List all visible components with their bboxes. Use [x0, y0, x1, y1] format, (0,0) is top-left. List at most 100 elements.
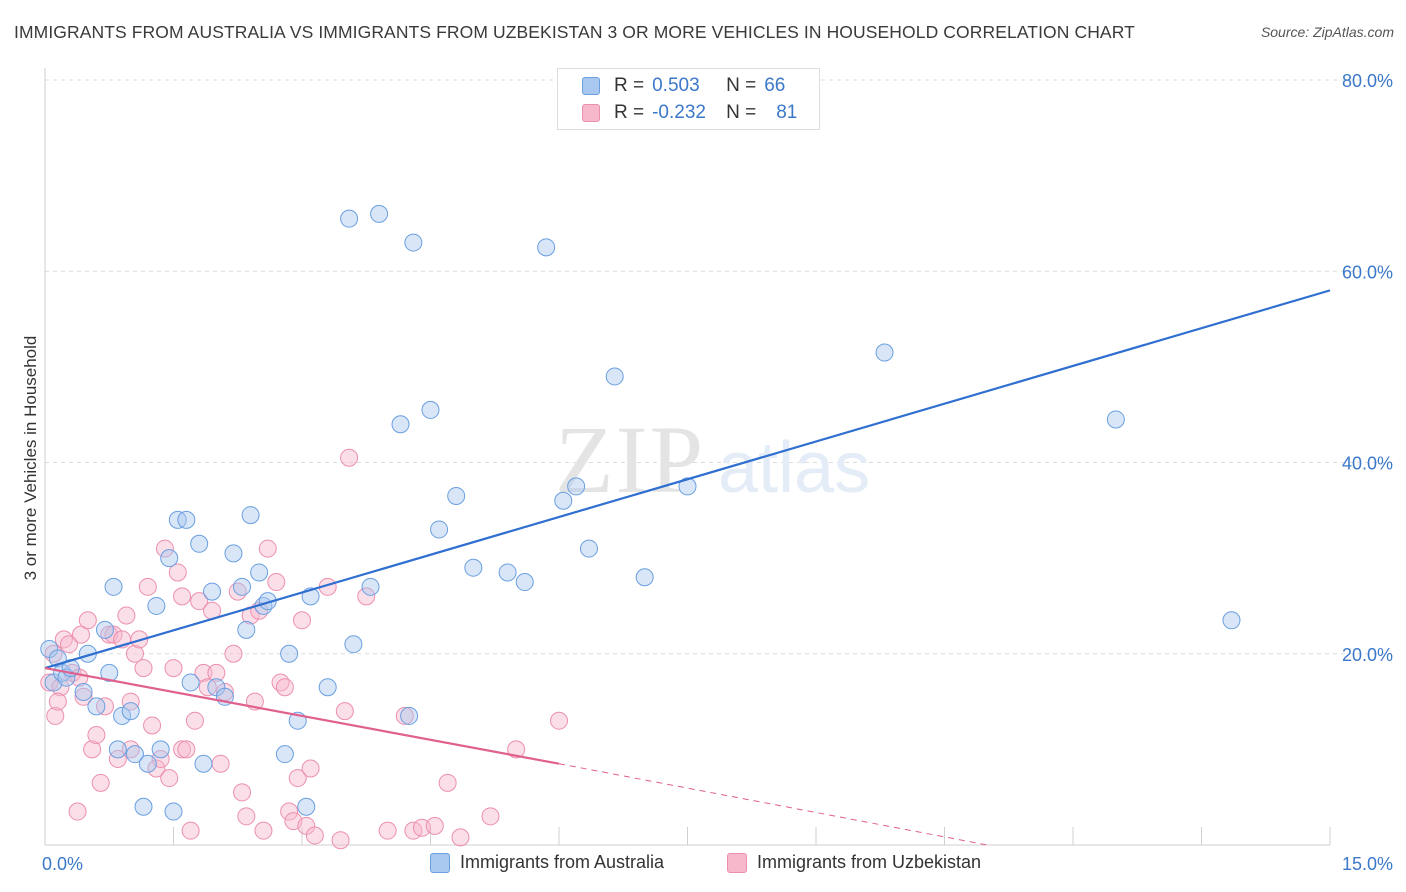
point-australia — [430, 520, 449, 539]
point-australia — [567, 477, 586, 496]
bottom-legend-label-australia: Immigrants from Australia — [460, 852, 665, 872]
point-australia — [87, 697, 106, 716]
point-uzbekistan — [78, 611, 97, 630]
bottom-legend: Immigrants from Australia Immigrants fro… — [0, 852, 1406, 878]
point-australia — [275, 745, 294, 764]
point-uzbekistan — [293, 611, 311, 630]
point-uzbekistan — [507, 740, 526, 759]
point-uzbekistan — [143, 716, 162, 735]
point-uzbekistan — [301, 759, 320, 778]
point-australia — [95, 620, 114, 639]
point-uzbekistan — [211, 754, 230, 773]
point-australia — [233, 577, 252, 596]
point-uzbekistan — [233, 783, 252, 802]
point-australia — [421, 400, 440, 419]
legend-swatch-uzbekistan — [582, 104, 600, 122]
point-australia — [147, 596, 166, 615]
point-australia — [340, 209, 359, 228]
point-australia — [177, 510, 196, 529]
point-uzbekistan — [331, 831, 350, 850]
legend-r-value: 0.503 — [652, 75, 700, 96]
point-australia — [125, 745, 144, 764]
label-layer: 20.0% 40.0% 60.0% 80.0% 0.0% 15.0% 3 or more V… — [21, 71, 1393, 874]
point-australia — [181, 673, 200, 692]
point-australia — [237, 620, 256, 639]
point-uzbekistan — [224, 644, 243, 663]
point-australia — [280, 644, 299, 663]
legend-r-label: R = — [614, 75, 645, 96]
y-tick-label: 60.0% — [1342, 262, 1393, 282]
point-uzbekistan — [71, 625, 90, 644]
point-australia — [160, 549, 179, 568]
point-uzbekistan — [185, 711, 204, 730]
point-uzbekistan — [54, 630, 73, 649]
point-uzbekistan — [190, 592, 209, 611]
legend-n-label: N = — [726, 102, 757, 123]
y-tick-label: 40.0% — [1342, 454, 1393, 474]
point-uzbekistan — [155, 539, 174, 558]
chart-source: Source: ZipAtlas.com — [1260, 24, 1394, 40]
legend-box: R = 0.503 N = 66 R = -0.232 N = 81 — [557, 68, 820, 130]
trend-line-australia — [44, 289, 1331, 670]
point-australia — [579, 539, 598, 558]
legend-swatch-australia — [582, 77, 600, 95]
point-uzbekistan — [168, 563, 187, 582]
point-australia — [203, 582, 222, 601]
point-uzbekistan — [254, 821, 273, 840]
point-uzbekistan — [335, 702, 354, 721]
point-australia — [138, 754, 157, 773]
point-uzbekistan — [91, 773, 110, 792]
point-australia — [104, 577, 123, 596]
point-australia — [250, 563, 269, 582]
legend-r-value: -0.232 — [652, 102, 706, 123]
point-australia — [875, 343, 894, 362]
point-uzbekistan — [280, 802, 299, 821]
point-uzbekistan — [134, 659, 153, 678]
point-australia — [318, 678, 337, 697]
grid-layer — [44, 79, 1392, 845]
point-uzbekistan — [74, 687, 93, 706]
point-australia — [404, 233, 423, 252]
point-uzbekistan — [181, 821, 200, 840]
point-australia — [537, 238, 556, 257]
point-uzbekistan — [160, 769, 179, 788]
point-uzbekistan — [288, 769, 307, 788]
point-uzbekistan — [117, 606, 136, 625]
point-uzbekistan — [108, 749, 127, 768]
bottom-legend-swatch-uzbekistan — [727, 852, 747, 873]
point-uzbekistan — [425, 816, 444, 835]
point-uzbekistan — [177, 740, 196, 759]
point-australia — [370, 204, 389, 223]
point-australia — [134, 797, 153, 816]
points-uzbekistan — [40, 448, 568, 850]
point-australia — [344, 635, 363, 654]
point-australia — [74, 683, 93, 701]
point-australia — [400, 706, 419, 725]
point-australia — [678, 477, 697, 496]
point-australia — [635, 568, 654, 587]
bottom-legend-label-uzbekistan: Immigrants from Uzbekistan — [757, 852, 982, 872]
trend-line-uzbekistan — [44, 667, 560, 765]
point-uzbekistan — [451, 828, 470, 847]
point-australia — [361, 577, 380, 596]
axis-layer — [44, 68, 1330, 846]
legend-n-value: 81 — [776, 102, 798, 123]
point-australia — [554, 491, 573, 510]
point-uzbekistan — [104, 625, 123, 644]
point-uzbekistan — [357, 587, 376, 606]
point-uzbekistan — [138, 577, 157, 596]
point-uzbekistan — [164, 659, 183, 678]
x-tick-label: 0.0% — [42, 854, 83, 874]
point-australia — [190, 534, 209, 553]
point-australia — [194, 754, 213, 773]
point-uzbekistan — [275, 678, 294, 697]
bottom-legend-uzbekistan: Immigrants from Uzbekistan — [727, 852, 981, 873]
point-australia — [297, 797, 316, 816]
point-australia — [100, 663, 119, 682]
point-uzbekistan — [173, 587, 192, 606]
legend-r-label: R = — [614, 102, 645, 123]
point-uzbekistan — [125, 644, 144, 663]
trend-line-uzbekistan-extrapolated — [558, 763, 988, 846]
point-uzbekistan — [207, 663, 226, 682]
point-australia — [498, 563, 517, 582]
